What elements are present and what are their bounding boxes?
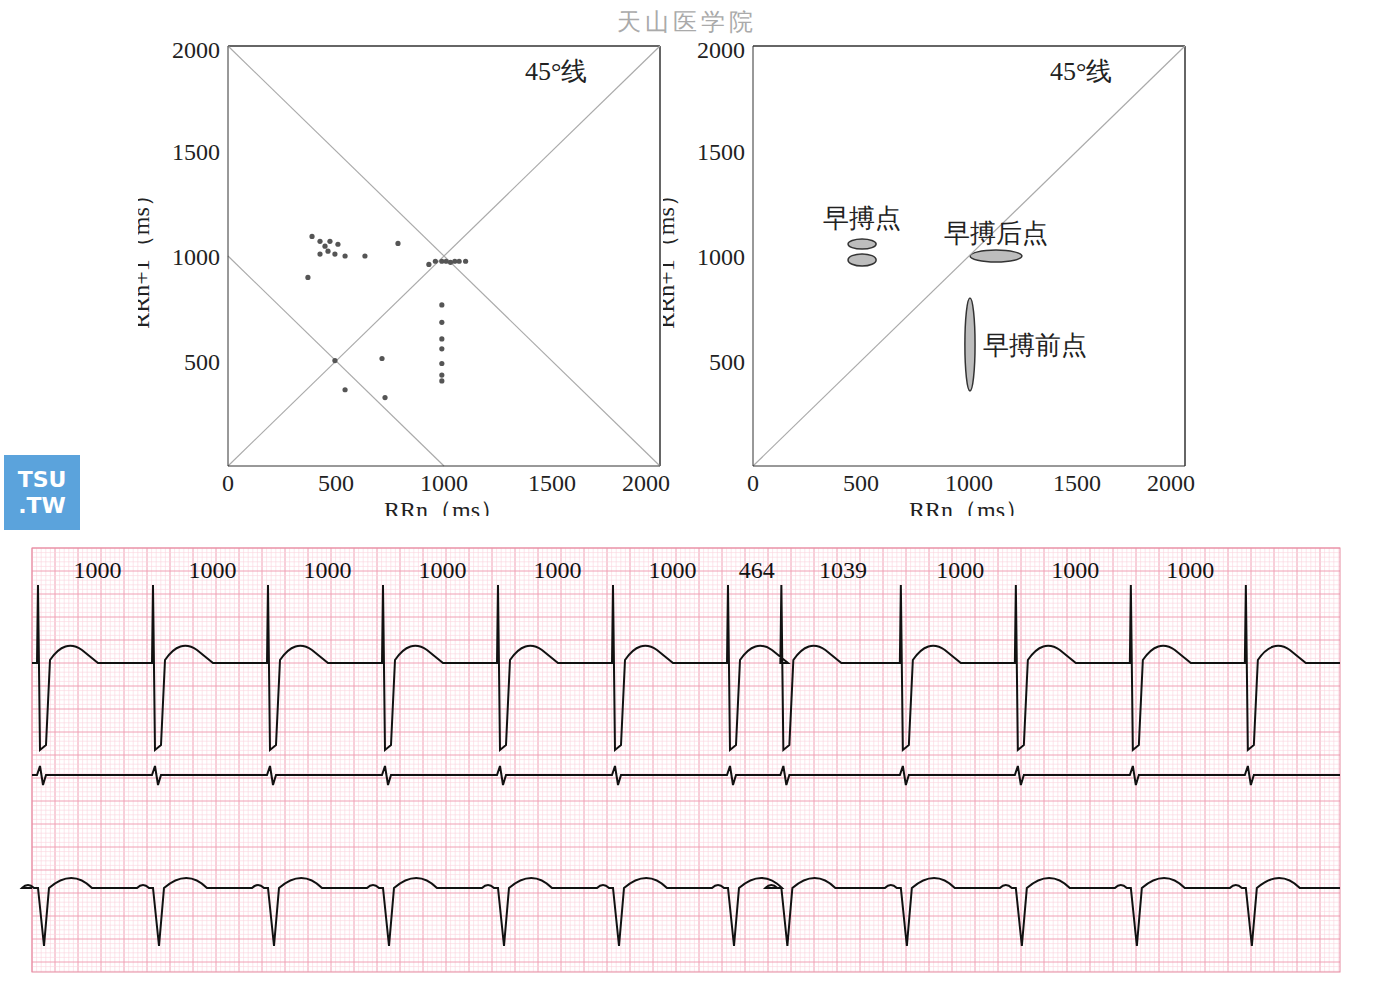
html-text:45°线: 45°线 bbox=[525, 57, 588, 86]
html-text:45°线: 45°线 bbox=[1050, 57, 1113, 86]
html-text:天山医学院: 天山医学院 bbox=[616, 9, 757, 35]
svg-text:早搏点: 早搏点 bbox=[823, 204, 901, 233]
svg-text:1000: 1000 bbox=[420, 470, 468, 496]
svg-text:1500: 1500 bbox=[172, 139, 220, 165]
html-text:.TW: .TW bbox=[18, 493, 66, 518]
svg-text:1000: 1000 bbox=[534, 557, 582, 583]
svg-text:0: 0 bbox=[222, 470, 234, 496]
svg-text:1000: 1000 bbox=[1051, 557, 1099, 583]
svg-text:2000: 2000 bbox=[1147, 470, 1195, 496]
svg-text:1039: 1039 bbox=[819, 557, 867, 583]
svg-text:500: 500 bbox=[843, 470, 879, 496]
svg-text:1500: 1500 bbox=[528, 470, 576, 496]
svg-text:1000: 1000 bbox=[74, 557, 122, 583]
svg-text:RRn（ms）: RRn（ms） bbox=[909, 497, 1029, 516]
svg-text:1000: 1000 bbox=[1166, 557, 1214, 583]
svg-text:1000: 1000 bbox=[189, 557, 237, 583]
svg-text:早搏前点: 早搏前点 bbox=[983, 331, 1087, 360]
svg-text:500: 500 bbox=[318, 470, 354, 496]
svg-text:1000: 1000 bbox=[304, 557, 352, 583]
svg-text:1500: 1500 bbox=[1053, 470, 1101, 496]
svg-text:500: 500 bbox=[184, 349, 220, 375]
svg-text:2000: 2000 bbox=[622, 470, 670, 496]
svg-text:1000: 1000 bbox=[649, 557, 697, 583]
svg-text:1000: 1000 bbox=[172, 244, 220, 270]
svg-text:0: 0 bbox=[747, 470, 759, 496]
svg-text:500: 500 bbox=[709, 349, 745, 375]
html-text:TSU: TSU bbox=[17, 467, 67, 492]
svg-text:1500: 1500 bbox=[697, 139, 745, 165]
svg-text:2000: 2000 bbox=[697, 37, 745, 63]
svg-text:1000: 1000 bbox=[697, 244, 745, 270]
svg-text:早搏后点: 早搏后点 bbox=[944, 219, 1048, 248]
svg-text:2000: 2000 bbox=[172, 37, 220, 63]
svg-text:464: 464 bbox=[739, 557, 775, 583]
svg-text:RRn（ms）: RRn（ms） bbox=[384, 497, 504, 516]
svg-text:1000: 1000 bbox=[936, 557, 984, 583]
svg-text:RRn+1（ms）: RRn+1（ms） bbox=[663, 183, 679, 329]
svg-text:1000: 1000 bbox=[945, 470, 993, 496]
svg-text:RRn+1（ms）: RRn+1（ms） bbox=[138, 183, 154, 329]
svg-text:1000: 1000 bbox=[419, 557, 467, 583]
